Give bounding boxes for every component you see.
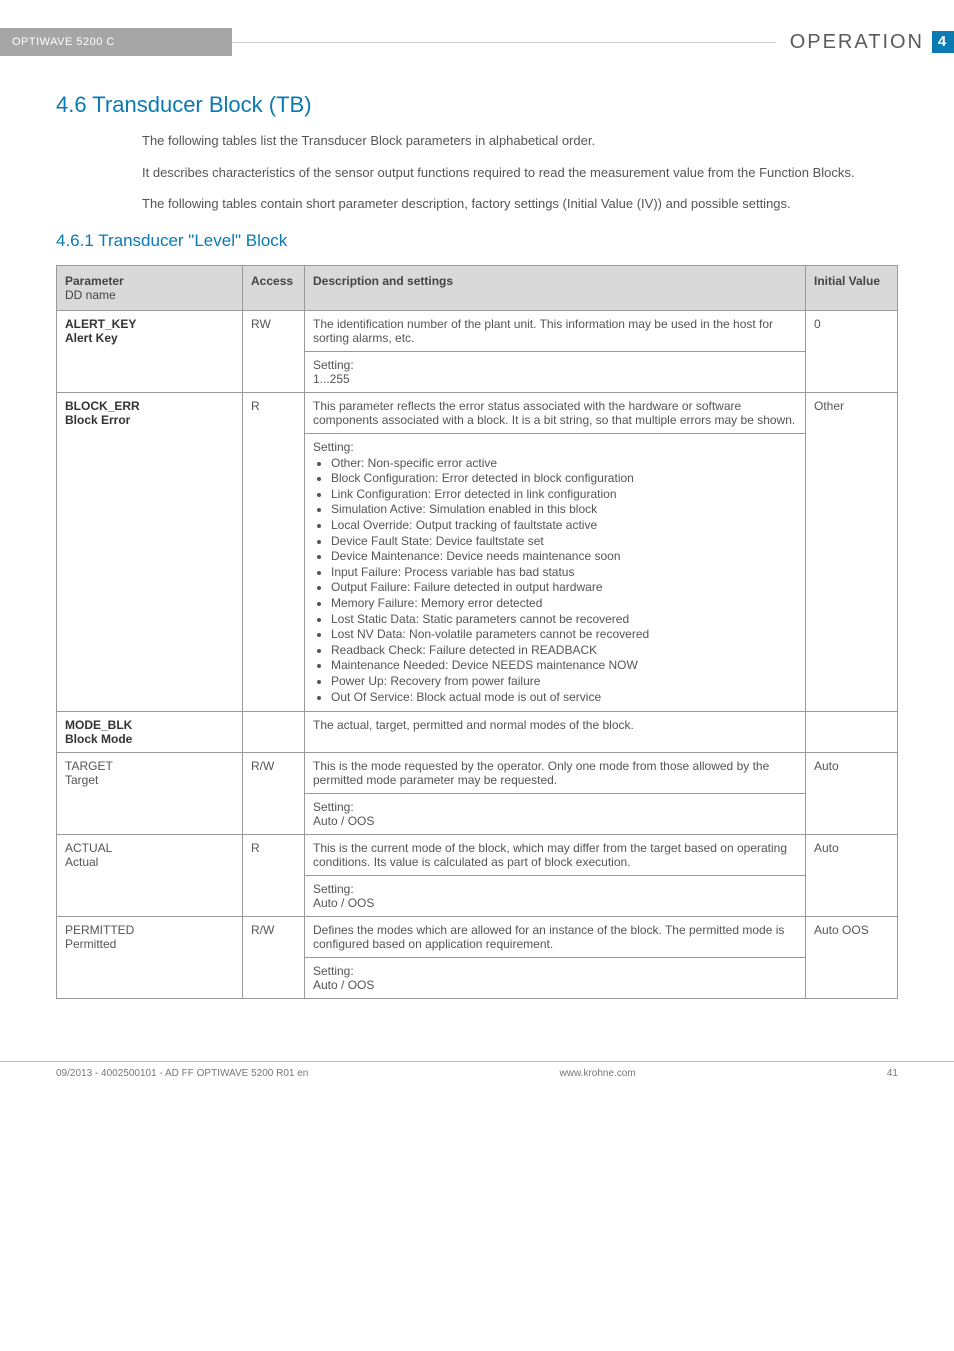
cell-init: 0 — [806, 310, 898, 392]
section-number-badge: 4 — [932, 31, 954, 53]
cell-access: RW — [243, 310, 305, 392]
cell-access: R/W — [243, 753, 305, 835]
list-item: Readback Check: Failure detected in READ… — [331, 643, 797, 659]
list-item: Device Maintenance: Device needs mainten… — [331, 549, 797, 565]
parameter-table: Parameter DD name Access Description and… — [56, 265, 898, 1000]
list-item: Power Up: Recovery from power failure — [331, 674, 797, 690]
cell-access: R — [243, 392, 305, 712]
list-item: Output Failure: Failure detected in outp… — [331, 580, 797, 596]
list-item: Simulation Active: Simulation enabled in… — [331, 502, 797, 518]
section-label-wrap: OPERATION 4 — [776, 28, 954, 56]
list-item: Other: Non-specific error active — [331, 456, 797, 472]
cell-init: Other — [806, 392, 898, 712]
list-item: Memory Failure: Memory error detected — [331, 596, 797, 612]
page-header: OPTIWAVE 5200 C OPERATION 4 — [0, 28, 954, 56]
table-row: BLOCK_ERR Block Error R This parameter r… — [57, 392, 898, 433]
cell-access — [243, 712, 305, 753]
list-item: Block Configuration: Error detected in b… — [331, 471, 797, 487]
param-name: TARGET — [65, 759, 234, 773]
cell-description: Defines the modes which are allowed for … — [305, 917, 806, 958]
table-row: ALERT_KEY Alert Key RW The identificatio… — [57, 310, 898, 351]
cell-setting: Setting: Auto / OOS — [305, 794, 806, 835]
cell-description: This is the current mode of the block, w… — [305, 835, 806, 876]
cell-description: The actual, target, permitted and normal… — [305, 712, 806, 753]
heading-3: 4.6.1 Transducer "Level" Block — [56, 231, 898, 251]
th-parameter: Parameter DD name — [57, 265, 243, 310]
param-sub: Target — [65, 773, 234, 787]
th-access: Access — [243, 265, 305, 310]
param-sub: Actual — [65, 855, 234, 869]
cell-setting: Setting: 1...255 — [305, 351, 806, 392]
heading-2: 4.6 Transducer Block (TB) — [56, 92, 898, 118]
cell-setting: Setting: Auto / OOS — [305, 958, 806, 999]
footer-right: 41 — [887, 1068, 898, 1079]
list-item: Local Override: Output tracking of fault… — [331, 518, 797, 534]
footer-mid: www.krohne.com — [560, 1068, 636, 1079]
param-sub: Permitted — [65, 937, 234, 951]
cell-setting-list: Setting: Other: Non-specific error activ… — [305, 433, 806, 712]
param-name-bold: BLOCK_ERR — [65, 399, 140, 413]
param-name-bold: ALERT_KEY — [65, 317, 136, 331]
intro-paragraph-1: The following tables list the Transducer… — [142, 132, 898, 150]
intro-paragraph-2: It describes characteristics of the sens… — [142, 164, 898, 182]
cell-access: R/W — [243, 917, 305, 999]
param-name-plain: Alert Key — [65, 331, 234, 345]
cell-init: Auto OOS — [806, 917, 898, 999]
list-item: Lost NV Data: Non-volatile parameters ca… — [331, 627, 797, 643]
table-row: PERMITTED Permitted R/W Defines the mode… — [57, 917, 898, 958]
footer-left: 09/2013 - 4002500101 - AD FF OPTIWAVE 52… — [56, 1068, 308, 1079]
th-initial-value: Initial Value — [806, 265, 898, 310]
param-name-bold: MODE_BLK — [65, 718, 132, 732]
list-item: Input Failure: Process variable has bad … — [331, 565, 797, 581]
cell-description: This parameter reflects the error status… — [305, 392, 806, 433]
list-item: Link Configuration: Error detected in li… — [331, 487, 797, 503]
cell-description: This is the mode requested by the operat… — [305, 753, 806, 794]
table-row: MODE_BLK Block Mode The actual, target, … — [57, 712, 898, 753]
page-footer: 09/2013 - 4002500101 - AD FF OPTIWAVE 52… — [0, 1061, 954, 1095]
intro-paragraph-3: The following tables contain short param… — [142, 195, 898, 213]
param-name-plain: Block Error — [65, 413, 234, 427]
cell-init: Auto — [806, 753, 898, 835]
cell-init: Auto — [806, 835, 898, 917]
table-row: TARGET Target R/W This is the mode reque… — [57, 753, 898, 794]
param-name: PERMITTED — [65, 923, 234, 937]
cell-setting: Setting: Auto / OOS — [305, 876, 806, 917]
list-item: Device Fault State: Device faultstate se… — [331, 534, 797, 550]
param-name-plain: Block Mode — [65, 732, 234, 746]
product-tag: OPTIWAVE 5200 C — [0, 28, 232, 56]
cell-description: The identification number of the plant u… — [305, 310, 806, 351]
cell-access: R — [243, 835, 305, 917]
list-item: Out Of Service: Block actual mode is out… — [331, 690, 797, 706]
list-item: Lost Static Data: Static parameters cann… — [331, 612, 797, 628]
cell-init — [806, 712, 898, 753]
table-row: ACTUAL Actual R This is the current mode… — [57, 835, 898, 876]
header-divider — [232, 28, 776, 56]
param-name: ACTUAL — [65, 841, 234, 855]
list-item: Maintenance Needed: Device NEEDS mainten… — [331, 658, 797, 674]
th-description: Description and settings — [305, 265, 806, 310]
section-label: OPERATION — [790, 31, 924, 54]
